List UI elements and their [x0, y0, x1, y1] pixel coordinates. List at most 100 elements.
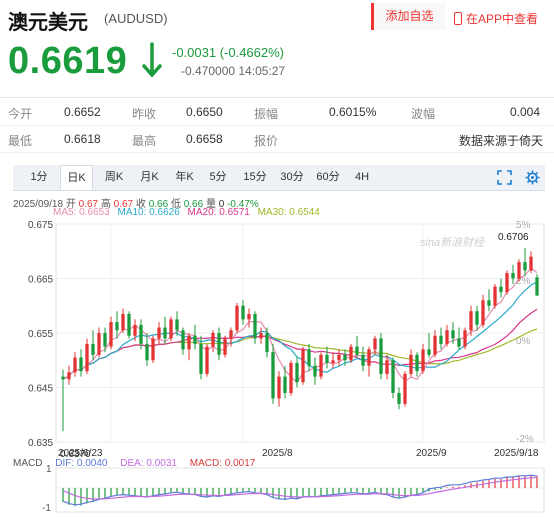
- add-watchlist-button[interactable]: 添加自选: [371, 3, 445, 30]
- candle-body: [145, 343, 149, 361]
- stat-label-low: 最低: [8, 134, 33, 148]
- ma30-legend: MA30: 0.6544: [257, 207, 320, 218]
- x-tick-label: 2025/8: [262, 448, 293, 459]
- down-arrow-icon: [142, 42, 162, 78]
- candle-body: [115, 322, 119, 331]
- watermark: sina新浪财经: [420, 236, 485, 249]
- tab-30min[interactable]: 30分: [280, 171, 304, 183]
- candle-body: [397, 392, 401, 404]
- candle-body: [409, 354, 413, 374]
- candle-body: [523, 262, 527, 271]
- ohlc-open: 0.67: [78, 199, 99, 210]
- candle-body: [337, 354, 341, 361]
- candle-body: [109, 322, 113, 347]
- candle-body: [205, 346, 209, 374]
- candle-body: [175, 319, 179, 331]
- candle-body: [277, 376, 281, 399]
- ma-legend: MA5: 0.6653 MA10: 0.6626 MA20: 0.6571 MA…: [53, 207, 325, 218]
- tab-4h[interactable]: 4H: [354, 171, 370, 183]
- stat-value-low: 0.6618: [64, 132, 101, 146]
- stat-label-amplitude: 振幅: [254, 107, 279, 121]
- candle-body: [247, 313, 251, 320]
- candle-body: [151, 338, 155, 361]
- candle-body: [469, 311, 473, 331]
- candle-body: [85, 343, 89, 372]
- ohlc-open-label: 开: [65, 199, 76, 210]
- macd-frame: [55, 467, 545, 513]
- tab-yearly[interactable]: 年K: [175, 171, 194, 183]
- candle-body: [157, 327, 161, 339]
- candle-body: [511, 273, 515, 279]
- candle-body: [481, 300, 485, 325]
- header: 澳元美元 (AUDUSD) 添加自选 在APP中查看: [0, 0, 554, 34]
- macd-label: MACD: [13, 458, 43, 469]
- kline-chart[interactable]: 0.675 0.665 0.655 0.645 0.635 5% 2% 0% -2% sina新浪…: [0, 216, 554, 516]
- stat-value-source: 数据来源于倚天: [459, 134, 544, 148]
- ohlc-high: 0.67: [113, 199, 134, 210]
- stat-value-open: 0.6652: [64, 105, 101, 119]
- y-tick-label: 0.655: [28, 329, 53, 340]
- macd-y-tick: -1: [42, 503, 51, 514]
- ma10-legend: MA10: 0.6626: [117, 207, 180, 218]
- tab-60min[interactable]: 60分: [316, 171, 340, 183]
- macd-y-tick: 1: [46, 464, 52, 475]
- ma20-legend: MA20: 0.6571: [187, 207, 250, 218]
- candle-body: [61, 376, 65, 380]
- candle-body: [529, 256, 533, 271]
- y-tick-label-right: 0%: [516, 336, 531, 347]
- y-tick-label-right: -2%: [516, 434, 534, 445]
- candle-body: [193, 335, 197, 344]
- candle-body: [415, 354, 419, 372]
- tab-1min[interactable]: 1分: [30, 171, 48, 183]
- candle-body: [331, 360, 335, 363]
- max-price-label: 0.6706: [498, 232, 529, 243]
- candle-body: [367, 349, 371, 366]
- candle-body: [103, 333, 107, 347]
- stat-label-high: 最高: [132, 134, 157, 148]
- tab-5min[interactable]: 5分: [209, 171, 227, 183]
- candle-body: [79, 357, 83, 372]
- ohlc-close-label: 收: [135, 199, 146, 210]
- candle-body: [283, 376, 287, 393]
- candle-body: [349, 346, 353, 361]
- ma5-legend: MA5: 0.6653: [53, 207, 110, 218]
- candle-body: [517, 262, 521, 279]
- candle-body: [457, 338, 461, 347]
- price-change: -0.0031 (-0.4662%): [172, 45, 285, 60]
- candle-body: [487, 300, 491, 306]
- y-tick-label-right: 5%: [516, 220, 531, 231]
- settings-gear-icon[interactable]: [525, 170, 540, 185]
- open-in-app-link[interactable]: 在APP中查看: [454, 10, 538, 27]
- candle-body: [403, 373, 407, 404]
- tab-15min[interactable]: 15分: [243, 171, 267, 183]
- tab-monthly[interactable]: 月K: [140, 171, 159, 183]
- candle-body: [229, 330, 233, 339]
- ohlc-date: 2025/09/18: [13, 199, 64, 210]
- stat-value-amplitude: 0.6015%: [329, 105, 377, 119]
- stat-label-quote: 报价: [254, 134, 279, 148]
- candle-body: [379, 338, 383, 374]
- tab-daily[interactable]: 日K: [60, 165, 93, 190]
- tab-weekly[interactable]: 周K: [104, 171, 124, 183]
- stat-value-volatility: 0.004: [510, 105, 541, 119]
- candle-body: [361, 354, 365, 366]
- symbol-code: (AUDUSD): [104, 11, 168, 26]
- dif-legend: DIF: 0.0040: [55, 458, 108, 469]
- ohlc-info: 2025/09/18 开 0.67 高 0.67 收 0.66 低 0.66 量…: [13, 195, 259, 210]
- candle-body: [343, 354, 347, 361]
- candle-body: [271, 352, 275, 399]
- candle-body: [265, 333, 269, 353]
- candle-body: [499, 286, 503, 293]
- stat-label-open: 今开: [8, 107, 33, 121]
- candle-body: [493, 286, 497, 306]
- candle-body: [181, 330, 185, 350]
- fullscreen-icon[interactable]: [497, 170, 512, 185]
- candle-body: [289, 362, 293, 393]
- candle-body: [421, 349, 425, 372]
- candle-body: [199, 343, 203, 374]
- candle-body: [187, 335, 191, 350]
- candle-body: [139, 324, 143, 344]
- macd-legend: MACD DIF: 0.0040 DEA: 0.0031 MACD: 0.001…: [13, 458, 265, 469]
- candle-body: [73, 357, 77, 373]
- candle-body: [325, 354, 329, 363]
